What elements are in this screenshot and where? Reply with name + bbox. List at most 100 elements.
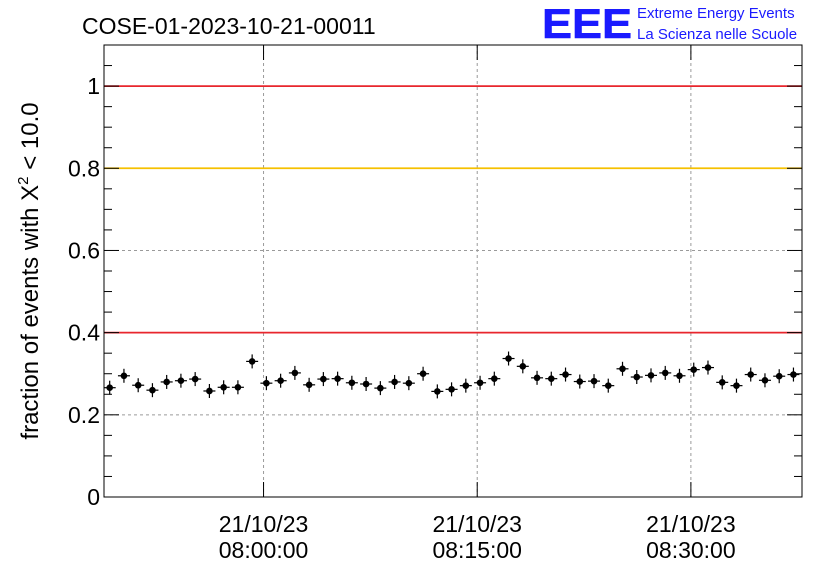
data-point bbox=[303, 377, 316, 392]
x-tick-label-date: 21/10/23 bbox=[432, 511, 522, 537]
marker bbox=[191, 375, 199, 383]
marker bbox=[248, 358, 256, 365]
data-point bbox=[417, 366, 430, 381]
marker bbox=[263, 379, 270, 387]
axis-ticks bbox=[104, 44, 802, 498]
marker bbox=[234, 383, 242, 391]
y-axis-label-tail: < 10.0 bbox=[17, 102, 44, 176]
marker bbox=[733, 382, 740, 389]
marker bbox=[590, 377, 598, 385]
data-point bbox=[317, 372, 330, 387]
data-point bbox=[687, 362, 700, 377]
y-tick-label: 1 bbox=[87, 73, 100, 99]
data-point bbox=[531, 370, 544, 385]
chart-title: COSE-01-2023-10-21-00011 bbox=[82, 13, 376, 39]
marker bbox=[547, 375, 555, 382]
marker bbox=[747, 371, 755, 378]
marker bbox=[533, 374, 541, 382]
y-tick-label: 0.8 bbox=[68, 155, 100, 181]
marker bbox=[761, 377, 769, 384]
marker bbox=[405, 379, 413, 387]
marker bbox=[676, 372, 683, 380]
eee-logo-mark: EEE bbox=[542, 0, 632, 47]
data-point bbox=[146, 383, 159, 398]
data-point bbox=[274, 373, 287, 388]
x-tick-label-time: 08:00:00 bbox=[219, 537, 309, 563]
marker bbox=[476, 379, 484, 387]
data-point bbox=[203, 383, 216, 398]
data-point bbox=[673, 368, 686, 383]
data-point bbox=[360, 377, 373, 391]
data-points bbox=[104, 351, 800, 399]
plot-area bbox=[104, 45, 802, 497]
marker bbox=[348, 379, 356, 387]
data-point bbox=[588, 374, 601, 389]
y-axis-label-main: fraction of events with X bbox=[17, 185, 44, 440]
marker bbox=[291, 369, 299, 377]
data-point bbox=[388, 374, 401, 389]
data-point bbox=[117, 368, 130, 383]
marker bbox=[434, 388, 441, 395]
marker bbox=[362, 380, 370, 388]
data-point bbox=[716, 375, 729, 390]
y-tick-label: 0.2 bbox=[68, 402, 100, 428]
y-tick-label: 0.4 bbox=[68, 320, 100, 346]
data-point bbox=[545, 371, 558, 386]
data-point bbox=[488, 371, 501, 386]
data-point bbox=[730, 378, 743, 393]
marker bbox=[462, 382, 470, 389]
marker bbox=[505, 355, 512, 362]
marker bbox=[647, 372, 655, 379]
marker bbox=[419, 370, 427, 378]
marker bbox=[305, 381, 313, 389]
data-point bbox=[160, 374, 173, 389]
marker bbox=[775, 372, 783, 380]
marker bbox=[277, 377, 284, 385]
marker bbox=[633, 373, 641, 381]
marker bbox=[790, 371, 797, 378]
data-point bbox=[445, 382, 458, 397]
data-point bbox=[345, 375, 358, 390]
marker bbox=[704, 364, 712, 371]
y-axis-label-sup: 2 bbox=[15, 176, 32, 184]
y-tick-label: 0 bbox=[87, 484, 100, 510]
eee-logo-line2: La Scienza nelle Scuole bbox=[637, 26, 797, 43]
data-point bbox=[758, 373, 771, 388]
marker bbox=[491, 375, 498, 382]
marker bbox=[134, 381, 142, 389]
data-point bbox=[217, 380, 230, 395]
eee-logo: EEE Extreme Energy Events La Scienza nel… bbox=[542, 0, 797, 47]
data-point bbox=[559, 367, 572, 382]
data-point bbox=[260, 376, 273, 391]
marker bbox=[120, 372, 128, 380]
data-point bbox=[701, 360, 714, 375]
marker bbox=[519, 363, 527, 370]
tick-labels: 00.20.40.60.8121/10/2308:00:0021/10/2308… bbox=[68, 73, 736, 563]
x-tick-label-time: 08:15:00 bbox=[432, 537, 522, 563]
marker bbox=[604, 382, 612, 389]
data-point bbox=[616, 361, 629, 376]
data-point bbox=[516, 359, 529, 374]
data-point bbox=[787, 367, 800, 382]
x-tick-label-time: 08:30:00 bbox=[646, 537, 736, 563]
marker bbox=[377, 384, 384, 392]
data-point bbox=[104, 380, 116, 395]
data-point bbox=[459, 378, 472, 393]
data-point bbox=[174, 373, 187, 388]
data-point bbox=[331, 371, 344, 386]
marker bbox=[690, 366, 698, 373]
data-point bbox=[374, 381, 387, 396]
marker bbox=[619, 365, 626, 373]
marker bbox=[106, 384, 113, 391]
marker bbox=[149, 386, 156, 394]
marker bbox=[334, 375, 341, 382]
marker bbox=[448, 386, 455, 393]
marker bbox=[562, 371, 569, 378]
marker bbox=[718, 379, 726, 386]
marker bbox=[576, 378, 584, 385]
eee-logo-line1: Extreme Energy Events bbox=[637, 5, 795, 22]
data-point bbox=[189, 372, 202, 387]
data-point bbox=[231, 380, 244, 395]
marker bbox=[163, 378, 170, 386]
